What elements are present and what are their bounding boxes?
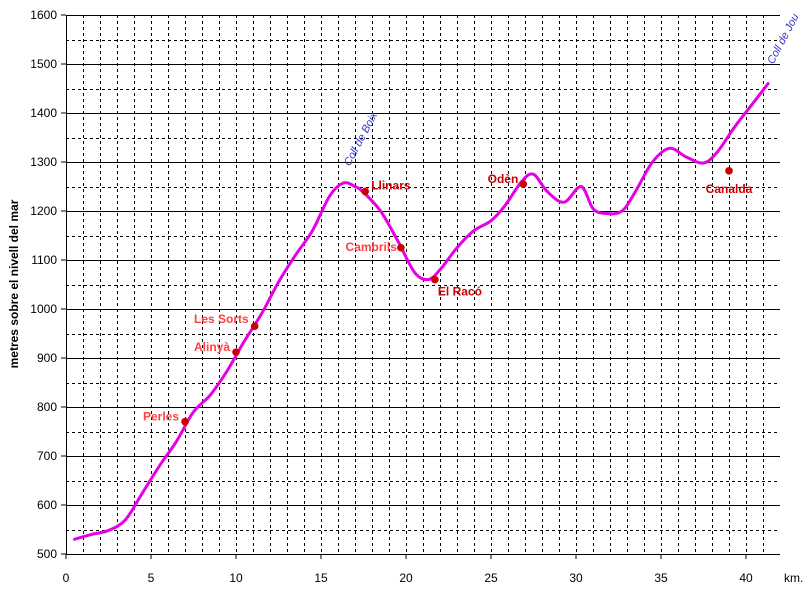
y-tick-label: 1500	[30, 57, 57, 71]
y-tick-label: 500	[37, 547, 57, 561]
town-marker	[250, 322, 259, 330]
y-tick-label: 1300	[30, 155, 57, 169]
town-marker	[361, 187, 370, 196]
town-markers: Perles Alinyà Les Sorts Llinars Cambrils El R…	[143, 167, 753, 426]
x-tick-label: 20	[399, 571, 413, 585]
y-tick-label: 1400	[30, 106, 57, 120]
y-tick-label: 1100	[31, 253, 57, 267]
x-tick-label: 0	[63, 571, 70, 585]
town-label: Odèn	[488, 172, 519, 186]
town-label: Les Sorts	[194, 312, 249, 326]
y-tick-label: 600	[37, 498, 57, 512]
town-label: El Racó	[438, 285, 482, 299]
y-axis-title: metres sobre el nivell del mar	[7, 199, 21, 368]
town-marker	[725, 167, 733, 175]
y-tick-label: 1000	[30, 302, 57, 316]
town-marker	[519, 180, 528, 188]
axes	[61, 14, 780, 559]
elevation-profile-line	[73, 82, 770, 541]
x-tick-label: 5	[148, 571, 155, 585]
y-tick-label: 800	[37, 400, 57, 414]
x-axis-unit-label: km.	[784, 571, 803, 585]
town-marker	[232, 348, 240, 356]
y-tick-label: 1600	[30, 8, 57, 22]
x-tick-label: 15	[314, 571, 328, 585]
plot-area	[66, 15, 780, 554]
y-tick-label: 1200	[30, 204, 57, 218]
town-label: Llinars	[371, 178, 411, 192]
y-tick-label: 700	[37, 449, 57, 463]
town-marker	[431, 275, 439, 284]
town-label: Alinyà	[194, 340, 230, 354]
x-tick-label: 10	[229, 571, 243, 585]
grid	[66, 15, 780, 554]
town-label: Perles	[143, 410, 179, 424]
x-tick-label: 25	[484, 571, 498, 585]
x-tick-label: 35	[654, 571, 668, 585]
x-tick-label: 40	[739, 571, 753, 585]
y-tick-label: 900	[37, 351, 57, 365]
tick-labels: 0 5 10 15 20 25 30 35 40 500 600 700 800 900 1000 1100 1…	[30, 8, 753, 585]
town-marker	[181, 417, 189, 426]
town-marker	[397, 243, 405, 252]
town-label: Canalda	[706, 182, 753, 196]
x-tick-label: 30	[569, 571, 583, 585]
town-label: Cambrils	[346, 240, 398, 254]
